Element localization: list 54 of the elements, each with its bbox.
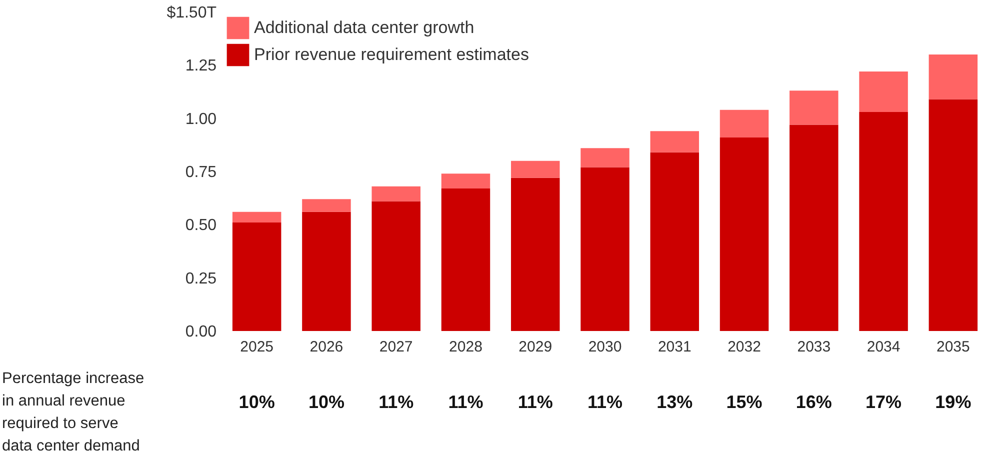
- bar: [510, 178, 560, 331]
- y-tick-label: 0.25: [185, 270, 217, 288]
- x-tick-label: 2029: [518, 338, 552, 356]
- x-tick-label: 2026: [310, 338, 344, 356]
- bar: [302, 199, 351, 212]
- x-tick-label: 2028: [449, 338, 482, 356]
- bar: [650, 152, 700, 331]
- text: 16%: [796, 392, 832, 412]
- text: 11%: [518, 392, 553, 412]
- x-tick-label: 2030: [588, 338, 622, 356]
- bar: [580, 148, 630, 168]
- text: 19%: [935, 392, 972, 412]
- bar: [790, 90, 838, 125]
- y-tick-label: $1.50T: [166, 4, 217, 22]
- text: Percentage increase in annual revenue required to serve data center demand: [2, 370, 144, 454]
- text: 13%: [656, 392, 693, 412]
- text: 15%: [726, 392, 762, 412]
- bar: [441, 188, 490, 331]
- x-tick-label: 2025: [240, 338, 274, 356]
- bar: [790, 124, 838, 331]
- text: 10%: [238, 392, 275, 412]
- x-tick-label: 2027: [379, 338, 413, 356]
- bar: [441, 174, 490, 189]
- text: 11%: [448, 392, 484, 412]
- text: 11%: [587, 392, 623, 412]
- bar: [372, 186, 420, 202]
- bar: [720, 110, 769, 138]
- y-tick-label: 1.25: [185, 58, 217, 75]
- bar: [859, 72, 908, 112]
- y-tick-label: 1.00: [185, 110, 217, 128]
- bar: [720, 137, 769, 331]
- text: 17%: [866, 392, 902, 412]
- bar: [650, 131, 700, 152]
- x-tick-label: 2034: [866, 338, 900, 356]
- bar: [859, 112, 908, 331]
- y-tick-label: 0.50: [185, 217, 217, 234]
- bar: [928, 54, 978, 100]
- bar: [232, 222, 282, 331]
- bar: [580, 167, 630, 331]
- legend-label: Additional data center growth: [254, 18, 474, 37]
- y-tick-label: 0.00: [185, 324, 217, 340]
- bar: [510, 160, 560, 178]
- bar: [232, 212, 282, 223]
- text: 11%: [378, 392, 414, 412]
- x-tick-label: 2031: [658, 338, 692, 356]
- bar: [302, 212, 351, 331]
- text: 10%: [308, 392, 344, 412]
- bar: [372, 201, 420, 331]
- x-tick-label: 2035: [936, 338, 970, 356]
- x-tick-label: 2033: [797, 338, 831, 356]
- legend-label: Prior revenue requirement estimates: [254, 45, 529, 64]
- bar: [928, 99, 978, 331]
- x-tick-label: 2032: [728, 338, 761, 356]
- y-tick-label: 0.75: [185, 164, 217, 181]
